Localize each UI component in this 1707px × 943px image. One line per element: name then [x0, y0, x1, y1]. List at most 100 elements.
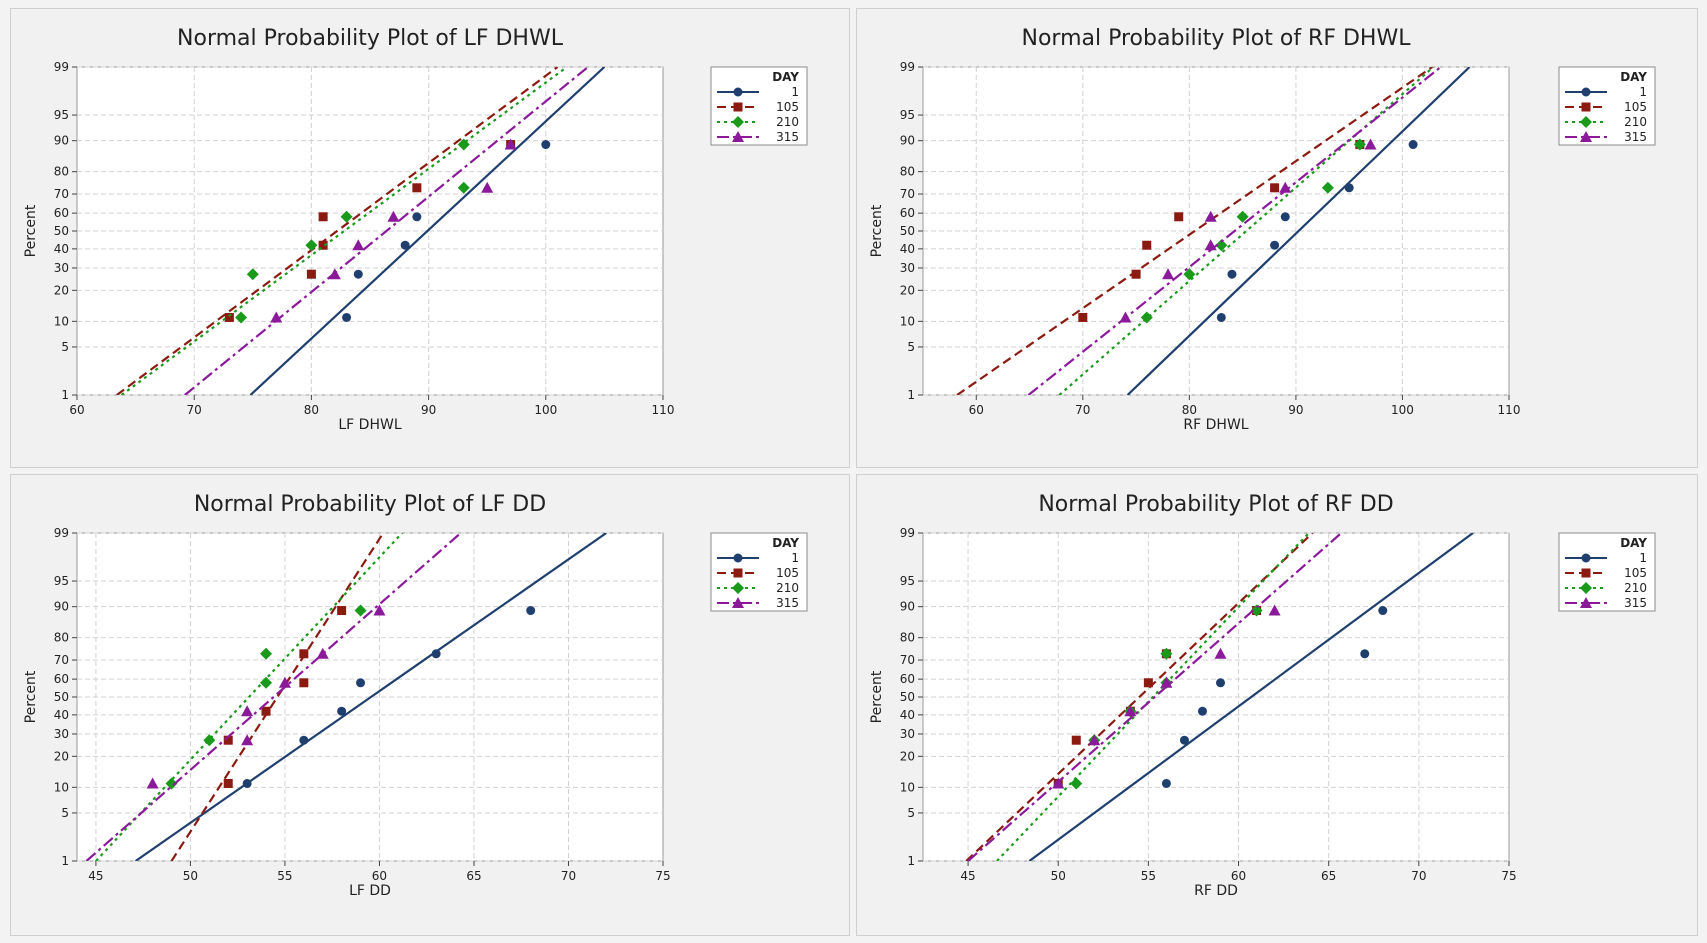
legend-label-315: 315	[1624, 130, 1647, 144]
chart-title: Normal Probability Plot of LF DD	[194, 492, 546, 517]
y-axis-label: Percent	[869, 670, 885, 723]
data-point-315	[504, 138, 517, 150]
y-tick-label: 20	[900, 749, 915, 763]
x-tick-label: 70	[1411, 869, 1426, 883]
data-point-210	[1140, 311, 1153, 324]
series-1	[134, 533, 607, 861]
chart-panel-rf-dhwl: 1 5 10 20 30 40 50 60 70 80 90 95 99 60 70 80 90 100 110 No…	[856, 8, 1698, 468]
legend-title: DAY	[1620, 536, 1647, 550]
fit-line-105	[116, 67, 559, 395]
legend-marker-210	[732, 582, 744, 594]
data-point-1	[1408, 140, 1418, 150]
data-point-210	[1160, 647, 1173, 660]
data-point-1	[1227, 269, 1237, 279]
legend-marker-315	[732, 131, 744, 142]
data-point-315	[316, 647, 329, 659]
y-tick-label: 90	[54, 134, 69, 148]
data-point-105	[306, 269, 316, 279]
chart-panel-lf-dhwl: 1 5 10 20 30 40 50 60 70 80 90 95 99 60 70 80 90 100 110 No…	[10, 8, 850, 468]
legend-title: DAY	[772, 70, 799, 84]
y-tick-label: 50	[54, 224, 69, 238]
y-tick-label: 90	[900, 134, 915, 148]
data-point-315	[1160, 676, 1173, 688]
data-point-315	[1124, 705, 1137, 717]
data-point-1	[1360, 649, 1370, 659]
fit-line-315	[184, 67, 589, 395]
data-point-105	[412, 183, 422, 193]
data-point-210	[1321, 181, 1334, 194]
y-tick-label: 80	[54, 165, 69, 179]
legend-marker-315	[1580, 597, 1592, 608]
legend-box	[710, 532, 808, 612]
data-point-1	[1270, 240, 1280, 250]
y-tick-label: 50	[900, 224, 915, 238]
data-point-210	[260, 647, 273, 660]
data-point-210	[165, 777, 178, 790]
data-point-315	[1204, 210, 1217, 222]
data-point-210	[1353, 138, 1366, 151]
data-point-210	[1215, 239, 1228, 252]
y-tick-label: 50	[54, 690, 69, 704]
data-point-1	[1161, 778, 1171, 788]
fit-line-105	[965, 533, 1314, 861]
y-tick-label: 5	[61, 806, 69, 820]
legend-label-105: 105	[776, 100, 799, 114]
data-point-315	[373, 604, 386, 616]
legend-marker-1	[1581, 553, 1591, 563]
chart-panel-rf-dd: 1 5 10 20 30 40 50 60 70 80 90 95 99 45 50 55 60 65 70 75 No…	[856, 474, 1698, 936]
data-point-105	[299, 649, 309, 659]
data-point-1	[1216, 678, 1226, 688]
x-tick-label: 100	[1391, 403, 1414, 417]
legend-label-210: 210	[776, 581, 799, 595]
data-point-105	[337, 606, 347, 616]
x-tick-label: 60	[969, 403, 984, 417]
data-point-315	[241, 734, 254, 746]
y-tick-label: 20	[900, 283, 915, 297]
series-315	[85, 533, 462, 861]
legend-label-210: 210	[1624, 115, 1647, 129]
x-tick-label: 70	[561, 869, 576, 883]
y-tick-label: 80	[900, 631, 915, 645]
legend-label-1: 1	[1639, 85, 1647, 99]
y-tick-label: 90	[900, 600, 915, 614]
x-tick-label: 90	[1288, 403, 1303, 417]
x-tick-label: 80	[304, 403, 319, 417]
chart-rf-dd: 1 5 10 20 30 40 50 60 70 80 90 95 99 45 50 55 60 65 70 75 No…	[869, 492, 1656, 899]
legend-label-315: 315	[1624, 596, 1647, 610]
data-point-210	[246, 268, 259, 281]
data-point-315	[387, 210, 400, 222]
data-point-210	[354, 604, 367, 617]
data-point-1	[526, 606, 536, 616]
data-point-1	[1216, 312, 1226, 322]
series-1	[1028, 533, 1474, 861]
data-point-210	[1183, 268, 1196, 281]
grid	[923, 532, 1509, 862]
data-point-210	[340, 210, 353, 223]
x-tick-label: 60	[372, 869, 387, 883]
data-point-105	[261, 706, 271, 716]
x-tick-label: 110	[1498, 403, 1521, 417]
x-tick-label: 45	[88, 869, 103, 883]
x-tick-label: 75	[655, 869, 670, 883]
data-point-315	[1279, 181, 1292, 193]
series-1	[249, 67, 606, 395]
chart-lf-dd: 1 5 10 20 30 40 50 60 70 80 90 95 99 45 50 55 60 65 70 75 No…	[23, 492, 808, 899]
legend-marker-105	[733, 568, 743, 578]
series-105	[170, 533, 385, 861]
y-tick-label: 70	[54, 187, 69, 201]
fit-line-210	[120, 67, 568, 395]
y-tick-label: 10	[900, 314, 915, 328]
legend-label-1: 1	[1639, 551, 1647, 565]
legend-label-1: 1	[791, 551, 799, 565]
y-tick-label: 50	[900, 690, 915, 704]
data-point-105	[224, 312, 234, 322]
y-tick-label: 40	[54, 708, 69, 722]
x-tick-label: 70	[1075, 403, 1090, 417]
data-point-210	[1250, 604, 1263, 617]
x-axis-label: RF DD	[1194, 883, 1238, 899]
y-tick-label: 40	[54, 242, 69, 256]
legend-title: DAY	[1620, 70, 1647, 84]
y-tick-label: 1	[907, 388, 915, 402]
